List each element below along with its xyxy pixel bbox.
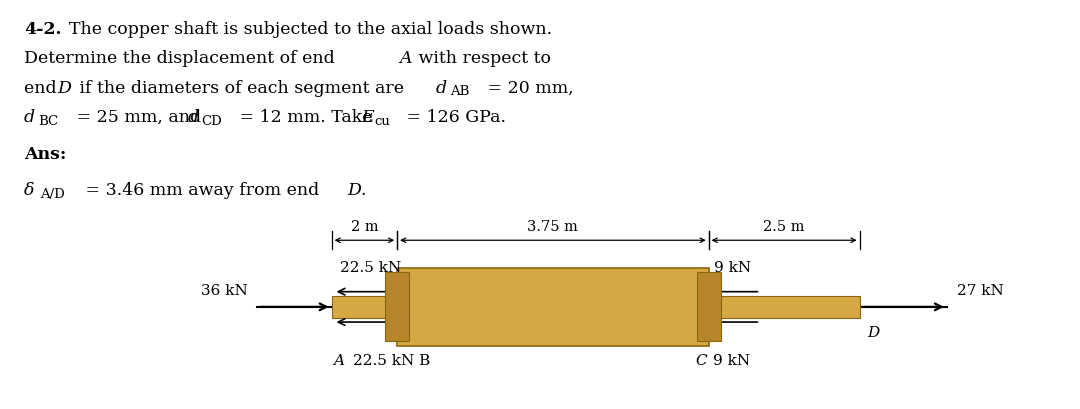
Text: 2.5 m: 2.5 m (764, 220, 805, 234)
Text: d: d (188, 109, 199, 126)
Text: Ans:: Ans: (24, 146, 66, 163)
Text: .: . (361, 182, 366, 199)
Text: A: A (400, 50, 411, 67)
Text: 27 kN: 27 kN (957, 283, 1003, 297)
Bar (332, 296, 397, 318)
Text: AB: AB (449, 85, 469, 98)
Text: cu: cu (375, 115, 390, 128)
Bar (386, 273, 409, 342)
Text: = 25 mm, and: = 25 mm, and (70, 109, 206, 126)
Text: D: D (348, 182, 362, 199)
Text: C: C (696, 353, 706, 367)
Text: = 20 mm,: = 20 mm, (483, 79, 575, 97)
Bar (708, 296, 860, 318)
Text: CD: CD (202, 115, 222, 128)
Bar (397, 268, 708, 346)
Text: with respect to: with respect to (413, 50, 551, 67)
Text: D: D (867, 325, 880, 339)
Text: 9 kN: 9 kN (713, 353, 750, 367)
Text: 2 m: 2 m (351, 220, 378, 234)
Text: 22.5 kN: 22.5 kN (339, 261, 401, 274)
Text: δ: δ (24, 182, 35, 199)
Text: D: D (57, 79, 71, 97)
Text: BC: BC (38, 115, 58, 128)
Text: 36 kN: 36 kN (201, 283, 247, 297)
Text: = 3.46 mm away from end: = 3.46 mm away from end (80, 182, 324, 199)
Text: d: d (24, 109, 36, 126)
Text: A/D: A/D (40, 188, 65, 201)
Text: if the diameters of each segment are: if the diameters of each segment are (73, 79, 409, 97)
Text: Determine the displacement of end: Determine the displacement of end (24, 50, 340, 67)
Text: = 12 mm. Take: = 12 mm. Take (234, 109, 378, 126)
Text: d: d (436, 79, 447, 97)
Text: E: E (362, 109, 374, 126)
Text: 22.5 kN B: 22.5 kN B (353, 353, 431, 367)
Bar (697, 273, 720, 342)
Text: A: A (334, 353, 345, 367)
Text: 9 kN: 9 kN (714, 261, 751, 274)
Text: 4-2.: 4-2. (24, 21, 62, 38)
Text: = 126 GPa.: = 126 GPa. (401, 109, 507, 126)
Text: 3.75 m: 3.75 m (527, 220, 578, 234)
Text: The copper shaft is subjected to the axial loads shown.: The copper shaft is subjected to the axi… (69, 21, 552, 38)
Text: end: end (24, 79, 63, 97)
